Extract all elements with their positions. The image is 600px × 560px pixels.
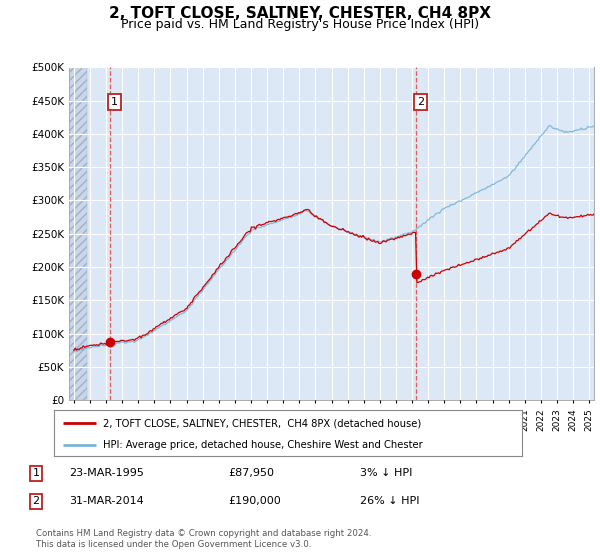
Text: 1: 1 xyxy=(32,468,40,478)
Text: 26% ↓ HPI: 26% ↓ HPI xyxy=(360,496,419,506)
Text: 2, TOFT CLOSE, SALTNEY, CHESTER, CH4 8PX: 2, TOFT CLOSE, SALTNEY, CHESTER, CH4 8PX xyxy=(109,6,491,21)
Text: Contains HM Land Registry data © Crown copyright and database right 2024.
This d: Contains HM Land Registry data © Crown c… xyxy=(36,529,371,549)
Text: Price paid vs. HM Land Registry's House Price Index (HPI): Price paid vs. HM Land Registry's House … xyxy=(121,18,479,31)
Text: 2, TOFT CLOSE, SALTNEY, CHESTER,  CH4 8PX (detached house): 2, TOFT CLOSE, SALTNEY, CHESTER, CH4 8PX… xyxy=(103,418,421,428)
Text: 2: 2 xyxy=(417,97,424,107)
Text: 23-MAR-1995: 23-MAR-1995 xyxy=(69,468,144,478)
Text: 1: 1 xyxy=(111,97,118,107)
Text: £190,000: £190,000 xyxy=(228,496,281,506)
Text: 31-MAR-2014: 31-MAR-2014 xyxy=(69,496,144,506)
Text: £87,950: £87,950 xyxy=(228,468,274,478)
Text: HPI: Average price, detached house, Cheshire West and Chester: HPI: Average price, detached house, Ches… xyxy=(103,440,423,450)
Text: 2: 2 xyxy=(32,496,40,506)
Text: 3% ↓ HPI: 3% ↓ HPI xyxy=(360,468,412,478)
